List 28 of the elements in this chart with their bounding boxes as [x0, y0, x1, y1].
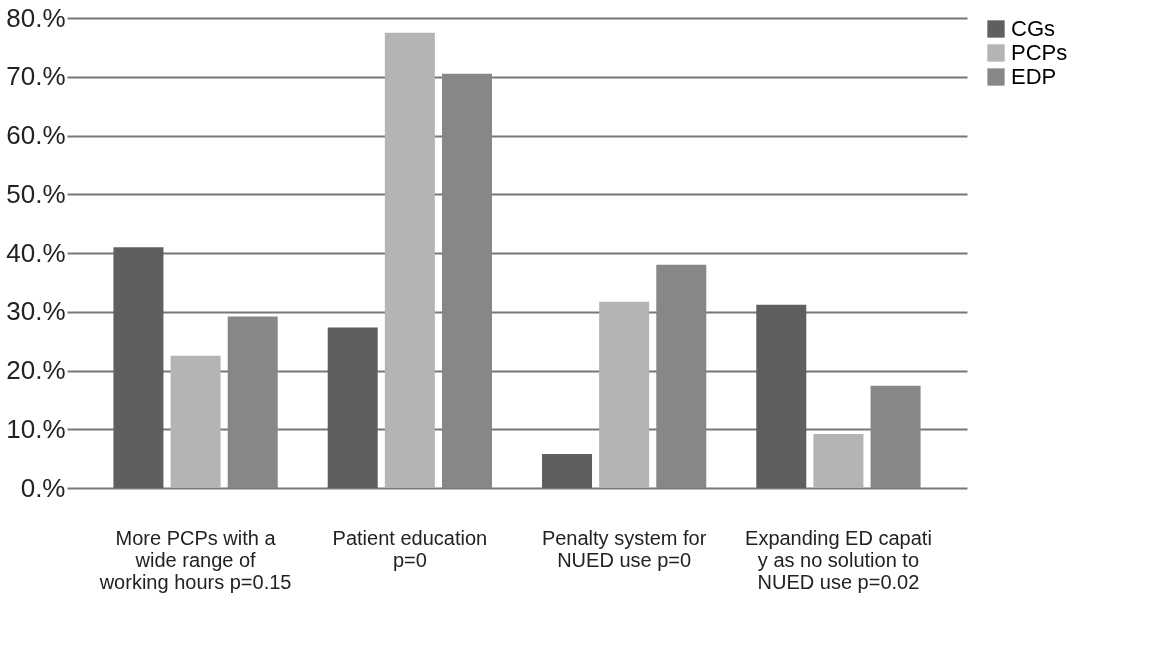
legend-label: PCPs [1011, 40, 1068, 65]
bar [327, 327, 378, 488]
y-tick-label: 80.% [6, 2, 66, 33]
bar [599, 301, 650, 488]
legend-label: CGs [1011, 16, 1055, 41]
bar [113, 247, 164, 488]
bar [656, 264, 707, 488]
bar [384, 32, 435, 488]
bar [542, 453, 592, 488]
bar [870, 385, 921, 488]
bar [442, 73, 492, 488]
bar [756, 304, 807, 488]
y-tick-label: 20.% [6, 355, 66, 385]
x-tick-label: Patient education p=0 [332, 526, 488, 571]
x-tick-label: Penalty system for NUED use p=0 [541, 526, 707, 571]
y-tick-label: 70.% [6, 61, 66, 92]
y-tick-label: 40.% [6, 237, 66, 268]
bar [227, 316, 278, 488]
y-tick-label: 50.% [6, 178, 66, 209]
y-tick-label: 30.% [6, 296, 66, 327]
legend-label: EDP [1011, 64, 1057, 89]
bar [813, 433, 864, 488]
y-tick-label: 60.% [6, 120, 66, 150]
y-tick-label: 10.% [6, 413, 66, 444]
x-tick-label: More PCPs with a wide range of working hours p=0.15 [98, 526, 292, 593]
y-tick-label: 0.% [20, 472, 66, 503]
bar [170, 355, 221, 488]
x-tick-label: Expanding ED capati y as no solution to NUED use p=0.02 [745, 526, 932, 593]
